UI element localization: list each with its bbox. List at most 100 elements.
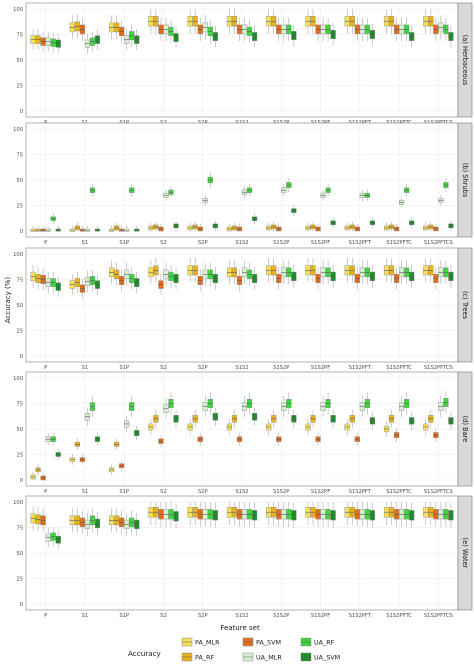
box-ua-mlr: [45, 528, 51, 548]
box-pa-mlr: [69, 508, 75, 533]
box-pa-mlr: [423, 222, 429, 231]
box-pa-mlr: [148, 9, 154, 34]
box-ua-mlr: [359, 395, 365, 418]
box-pa-mlr: [69, 274, 75, 295]
box-pa-rf: [114, 508, 120, 533]
x-tick-label: S1S2PF: [311, 489, 330, 495]
y-tick-label: 0: [20, 602, 23, 608]
box-ua-svm: [134, 225, 140, 232]
box-pa-svm: [433, 267, 439, 290]
box-ua-mlr: [84, 407, 91, 427]
y-tick-label: 0: [20, 478, 23, 484]
box-ua-svm: [173, 503, 179, 529]
x-tick-label: S1: [82, 613, 89, 619]
facet-strip: [457, 247, 473, 363]
box-pa-rf: [231, 9, 238, 34]
x-tick-label: S1P: [119, 613, 129, 619]
box-pa-svm: [276, 223, 282, 232]
x-tick-label: S2P: [198, 240, 208, 246]
y-tick-label: 75: [16, 401, 23, 407]
box-pa-rf: [349, 221, 355, 231]
x-tick-label: S1S2PFT: [349, 365, 372, 371]
box-pa-svm: [433, 502, 439, 527]
box-pa-mlr: [383, 502, 390, 526]
box-ua-svm: [369, 23, 375, 46]
box-pa-rf: [271, 409, 277, 428]
x-tick-label: S1S2PF: [311, 365, 330, 371]
box-pa-rf: [271, 258, 277, 283]
box-ua-mlr: [84, 270, 91, 293]
box-pa-rf: [349, 409, 355, 428]
box-ua-svm: [212, 220, 218, 231]
box-pa-rf: [114, 15, 120, 40]
box-pa-svm: [354, 223, 360, 232]
box-pa-mlr: [266, 222, 272, 231]
box-pa-mlr: [266, 9, 272, 34]
box-ua-mlr: [163, 398, 169, 419]
box-pa-rf: [310, 258, 316, 283]
x-tick-label: S1S2PFT: [349, 613, 372, 619]
legend-item-pa-mlr: PA_MLR: [181, 637, 220, 647]
box-body: [30, 228, 36, 232]
y-tick-label: 0: [20, 229, 23, 235]
x-tick-label: S2: [160, 240, 167, 246]
box-pa-rf: [231, 222, 238, 231]
box-pa-mlr: [383, 9, 390, 34]
box-ua-rf: [443, 260, 449, 285]
y-tick-label: 25: [16, 452, 23, 458]
box-ua-svm: [448, 502, 454, 528]
box-ua-mlr: [202, 195, 208, 206]
box-ua-rf: [89, 183, 96, 197]
box-pa-svm: [236, 432, 243, 446]
box-body: [79, 228, 85, 232]
facet-strip: [457, 122, 473, 238]
box-pa-svm: [433, 223, 439, 232]
box-pa-rf: [349, 9, 355, 34]
box-pa-rf: [153, 409, 159, 428]
box-pa-svm: [197, 432, 203, 446]
box-ua-mlr: [124, 262, 130, 287]
box-pa-mlr: [148, 260, 154, 285]
box-ua-svm: [55, 530, 61, 550]
box-ua-rf: [364, 392, 370, 415]
box-pa-rf: [231, 502, 238, 526]
box-ua-rf: [364, 502, 370, 527]
box-ua-rf: [443, 502, 449, 527]
box-ua-svm: [291, 265, 297, 288]
box-ua-svm: [134, 271, 140, 294]
x-tick-label: S1: [82, 240, 89, 246]
box-body: [94, 228, 101, 232]
box-pa-rf: [388, 409, 395, 428]
box-ua-rf: [89, 395, 96, 418]
box-ua-rf: [404, 183, 410, 197]
x-tick-label: S1S2PFTC: [386, 240, 412, 246]
box-ua-mlr: [281, 17, 287, 42]
x-tick-label: P: [44, 240, 47, 246]
box-ua-rf: [325, 17, 331, 42]
box-pa-mlr: [305, 419, 311, 435]
box-ua-rf: [286, 17, 292, 42]
box-pa-svm: [315, 267, 321, 290]
box-ua-svm: [55, 276, 61, 297]
box-pa-mlr: [187, 222, 193, 231]
legend-item-pa-svm: PA_SVM: [242, 637, 281, 647]
y-tick-label: 100: [13, 252, 23, 258]
box-ua-mlr: [438, 502, 444, 527]
x-tick-label: S1S2P: [273, 613, 289, 619]
box-pa-mlr: [109, 508, 115, 533]
box-pa-svm: [79, 278, 85, 299]
y-tick-label: 25: [16, 328, 23, 334]
box-pa-mlr: [187, 502, 193, 526]
legend-label: PA_RF: [195, 654, 214, 662]
box-pa-rf: [35, 29, 41, 50]
box-ua-rf: [168, 392, 174, 415]
x-tick-label: S2: [160, 489, 167, 495]
box-ua-svm: [369, 412, 375, 430]
box-ua-mlr: [320, 502, 326, 527]
x-tick-label: S1S2PFT: [349, 240, 372, 246]
box-ua-svm: [173, 220, 179, 231]
box-ua-rf: [364, 17, 370, 42]
facet-panels: 0255075100PS1S1PS2S2PS1S2S1S2PS1S2PFS1S2…: [13, 2, 473, 619]
box-pa-rf: [428, 221, 434, 231]
box-ua-rf: [168, 20, 174, 43]
